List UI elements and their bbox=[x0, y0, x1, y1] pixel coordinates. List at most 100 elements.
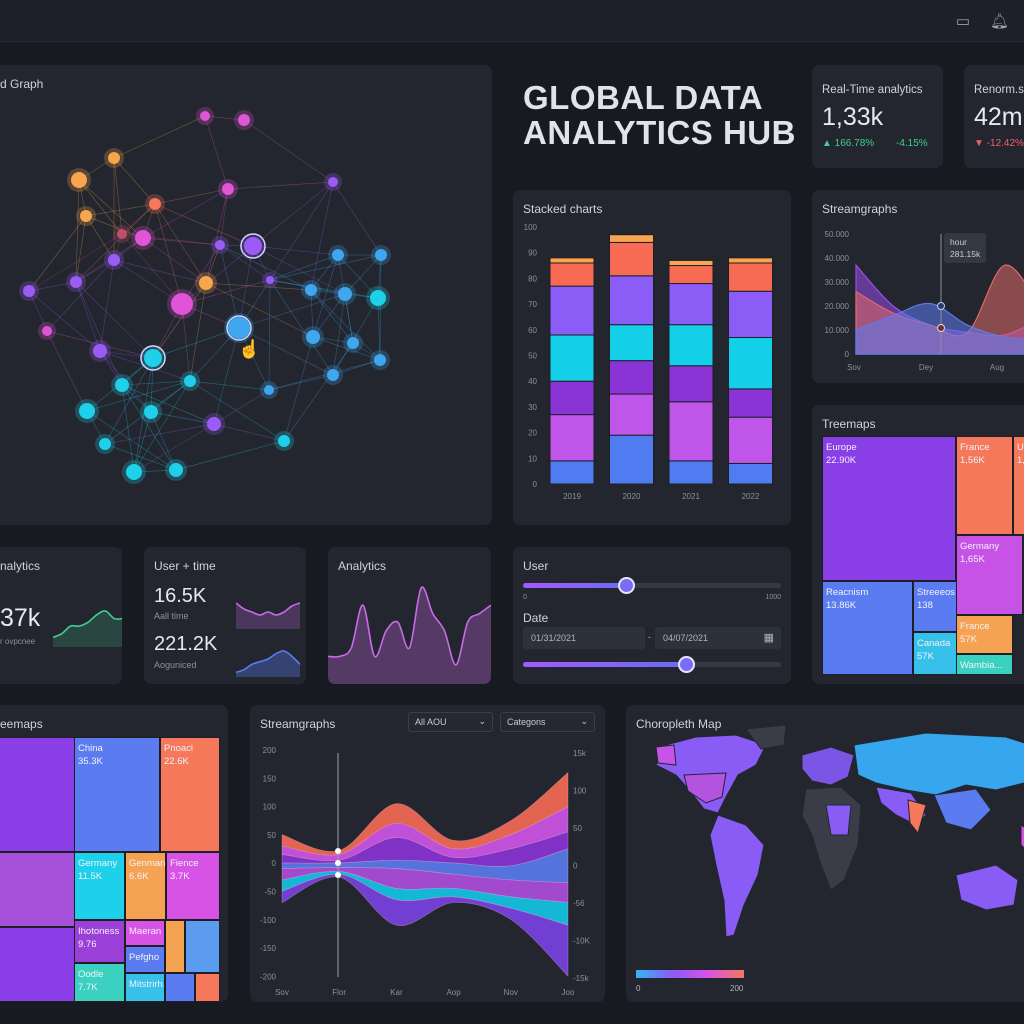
date-to-value: 04/07/2021 bbox=[663, 633, 709, 643]
graph-node[interactable] bbox=[328, 177, 338, 187]
treemap-cell[interactable]: Mitstrirh... bbox=[125, 973, 165, 1002]
treemap-cell[interactable]: Genmany 6.6K bbox=[125, 852, 166, 920]
graph-node[interactable] bbox=[117, 229, 127, 239]
graph-node[interactable] bbox=[347, 337, 359, 349]
treemap-cell[interactable]: Pnoacl 22.6K bbox=[160, 737, 220, 852]
treemap-cell[interactable]: Ihotoness 9.76 bbox=[74, 920, 125, 963]
slider-handle[interactable] bbox=[677, 656, 695, 673]
date-to-input[interactable]: 04/07/2021 ▦ bbox=[655, 627, 781, 649]
treemap-cell[interactable]: e bbox=[0, 927, 75, 1002]
graph-node[interactable] bbox=[306, 330, 320, 344]
date-slider[interactable] bbox=[523, 656, 781, 673]
category-select[interactable]: Categons ⌄ bbox=[500, 712, 595, 732]
graph-node[interactable] bbox=[144, 349, 162, 367]
country-region[interactable] bbox=[825, 804, 852, 836]
graph-node[interactable] bbox=[184, 375, 196, 387]
treemap-cell[interactable]: Wambia...13K bbox=[956, 654, 1013, 675]
treemap-cell[interactable]: Streeeos 138 bbox=[913, 581, 957, 632]
graph-node[interactable] bbox=[244, 237, 262, 255]
graph-node[interactable] bbox=[115, 378, 129, 392]
treemap-cell[interactable] bbox=[185, 920, 220, 973]
treemap-cell[interactable]: Pefgho bbox=[125, 946, 165, 973]
graph-node[interactable] bbox=[144, 405, 158, 419]
graph-node[interactable] bbox=[264, 385, 274, 395]
graph-node[interactable] bbox=[99, 438, 111, 450]
treemap-cell[interactable]: Fience 3.7K bbox=[166, 852, 220, 920]
graph-node[interactable] bbox=[42, 326, 52, 336]
treemap-cell[interactable]: Canada 57K bbox=[913, 632, 957, 675]
graph-node[interactable] bbox=[238, 114, 250, 126]
y-tick-label-left: -200 bbox=[260, 972, 277, 981]
graph-node[interactable] bbox=[135, 230, 151, 246]
treemap-cell[interactable] bbox=[165, 973, 195, 1002]
graph-node[interactable] bbox=[207, 417, 221, 431]
graph-node[interactable] bbox=[266, 276, 274, 284]
country-region[interactable] bbox=[745, 724, 787, 750]
treemap-cell[interactable] bbox=[165, 920, 185, 973]
user-slider[interactable] bbox=[523, 577, 781, 594]
choropleth-map[interactable] bbox=[626, 705, 1024, 1002]
treemap-cell[interactable]: Germany 1,65K bbox=[956, 535, 1023, 615]
treemap-cell[interactable]: Europe 22.90K bbox=[822, 436, 956, 581]
treemap-cell[interactable]: K bbox=[0, 737, 75, 852]
country-region[interactable] bbox=[709, 814, 765, 938]
country-region[interactable] bbox=[683, 772, 727, 804]
calendar-icon[interactable]: ▦ bbox=[763, 632, 774, 644]
graph-node[interactable] bbox=[200, 111, 210, 121]
treemap-cell[interactable]: France 1,56K bbox=[956, 436, 1013, 535]
graph-node[interactable] bbox=[93, 344, 107, 358]
graph-node[interactable] bbox=[374, 354, 386, 366]
series-select[interactable]: All AOU ⌄ bbox=[408, 712, 493, 732]
treemap-cell[interactable] bbox=[195, 973, 220, 1002]
treemap-cell[interactable]: Maeran bbox=[125, 920, 165, 946]
graph-node[interactable] bbox=[108, 152, 120, 164]
archive-icon[interactable]: ▭ bbox=[955, 13, 971, 30]
graph-node[interactable] bbox=[169, 463, 183, 477]
country-region[interactable] bbox=[801, 786, 862, 891]
graph-node[interactable] bbox=[199, 276, 213, 290]
slider-handle[interactable] bbox=[618, 577, 636, 594]
graph-node[interactable] bbox=[222, 183, 234, 195]
treemap-cell[interactable]: France 57K bbox=[956, 615, 1013, 654]
graph-edge bbox=[213, 423, 285, 442]
graph-node[interactable] bbox=[228, 317, 250, 339]
country-region[interactable] bbox=[801, 746, 855, 786]
graph-node[interactable] bbox=[305, 284, 317, 296]
country-region[interactable] bbox=[853, 732, 1024, 796]
y-tick-label-left: 150 bbox=[263, 774, 277, 783]
treemap-cell[interactable]: Germany 11.5K bbox=[74, 852, 125, 920]
graph-node[interactable] bbox=[370, 290, 386, 306]
graph-node[interactable] bbox=[80, 210, 92, 222]
graph-node[interactable] bbox=[278, 435, 290, 447]
country-region[interactable] bbox=[907, 799, 927, 835]
country-region[interactable] bbox=[933, 788, 992, 831]
graph-node[interactable] bbox=[215, 240, 225, 250]
network-graph[interactable]: ☝ bbox=[0, 65, 492, 525]
treemap-cell[interactable] bbox=[0, 852, 75, 927]
date-from-input[interactable]: 01/31/2021 bbox=[523, 627, 645, 649]
graph-node[interactable] bbox=[171, 293, 193, 315]
bell-icon[interactable]: 🔔︎ bbox=[990, 13, 1010, 30]
treemap-cell[interactable]: China 35.3K bbox=[74, 737, 160, 852]
cell-value: 138 bbox=[917, 600, 933, 611]
treemap-cell[interactable]: U 1, bbox=[1013, 436, 1024, 535]
graph-node[interactable] bbox=[23, 285, 35, 297]
graph-edge bbox=[113, 115, 206, 159]
graph-node[interactable] bbox=[108, 254, 120, 266]
cell-label: Germany bbox=[78, 858, 118, 869]
treemap-cell[interactable]: Oodle 7.7K bbox=[74, 963, 125, 1002]
graph-node[interactable] bbox=[338, 287, 352, 301]
graph-node[interactable] bbox=[71, 172, 87, 188]
graph-node[interactable] bbox=[70, 276, 82, 288]
treemap-cell[interactable]: Reacnism 13.86K bbox=[822, 581, 913, 675]
country-region[interactable] bbox=[1020, 824, 1024, 855]
graph-node[interactable] bbox=[126, 464, 142, 480]
country-region[interactable] bbox=[955, 864, 1019, 911]
graph-node[interactable] bbox=[375, 249, 387, 261]
graph-node[interactable] bbox=[79, 403, 95, 419]
country-region[interactable] bbox=[655, 744, 677, 766]
graph-node[interactable] bbox=[149, 198, 161, 210]
graph-node[interactable] bbox=[327, 369, 339, 381]
cell-value: 22.6K bbox=[164, 756, 189, 767]
graph-node[interactable] bbox=[332, 249, 344, 261]
